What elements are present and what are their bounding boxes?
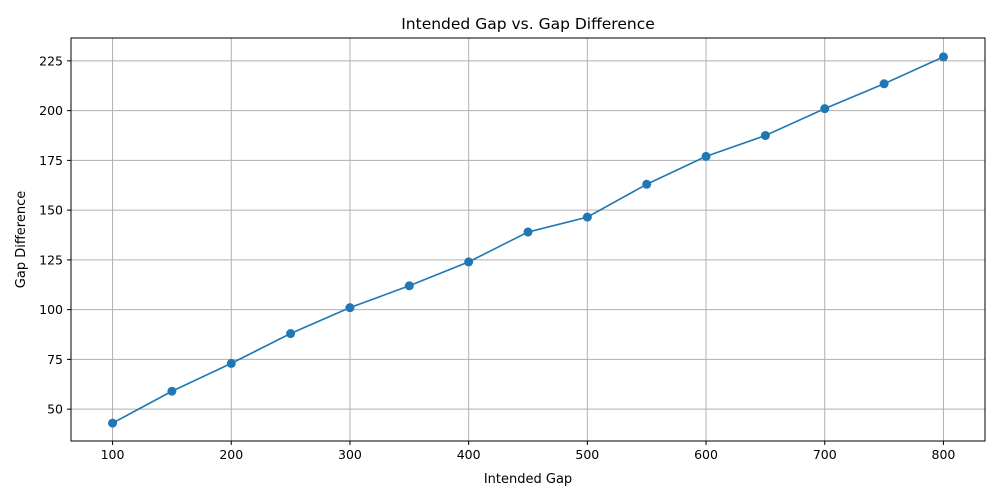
y-tick-label: 50 bbox=[47, 402, 63, 417]
x-tick-label: 700 bbox=[813, 447, 837, 462]
chart-title: Intended Gap vs. Gap Difference bbox=[401, 15, 655, 33]
y-tick-label: 100 bbox=[39, 302, 63, 317]
x-tick-label: 800 bbox=[932, 447, 956, 462]
data-point bbox=[820, 104, 830, 114]
grid-lines bbox=[71, 38, 985, 441]
data-point bbox=[404, 281, 414, 291]
data-point bbox=[345, 303, 355, 313]
x-tick-label: 500 bbox=[575, 447, 599, 462]
data-point bbox=[879, 79, 889, 89]
data-point bbox=[760, 131, 770, 141]
x-tick-label: 400 bbox=[457, 447, 481, 462]
y-axis-label: Gap Difference bbox=[14, 191, 29, 288]
data-point bbox=[582, 212, 592, 222]
data-point bbox=[286, 329, 296, 339]
x-axis-ticks: 100 200 300 400 500 600 700 800 bbox=[101, 441, 956, 462]
x-axis-label: Intended Gap bbox=[484, 472, 572, 487]
y-tick-label: 225 bbox=[39, 53, 63, 68]
y-tick-label: 150 bbox=[39, 203, 63, 218]
x-tick-label: 300 bbox=[338, 447, 362, 462]
y-tick-label: 200 bbox=[39, 103, 63, 118]
data-point bbox=[938, 52, 948, 62]
data-point bbox=[701, 151, 711, 161]
x-tick-label: 100 bbox=[101, 447, 125, 462]
x-tick-label: 200 bbox=[219, 447, 243, 462]
data-point bbox=[642, 179, 652, 189]
series-layer bbox=[108, 52, 948, 428]
data-point bbox=[464, 257, 474, 267]
y-tick-label: 175 bbox=[39, 153, 63, 168]
y-axis-ticks: 50 75 100 125 150 175 200 225 bbox=[39, 53, 71, 417]
data-point bbox=[108, 418, 118, 428]
plot-frame bbox=[70, 37, 986, 442]
data-point bbox=[523, 227, 533, 237]
y-tick-label: 125 bbox=[39, 252, 63, 267]
x-tick-label: 600 bbox=[694, 447, 718, 462]
y-tick-label: 75 bbox=[47, 352, 63, 367]
data-point bbox=[226, 358, 236, 368]
data-point bbox=[167, 386, 177, 396]
